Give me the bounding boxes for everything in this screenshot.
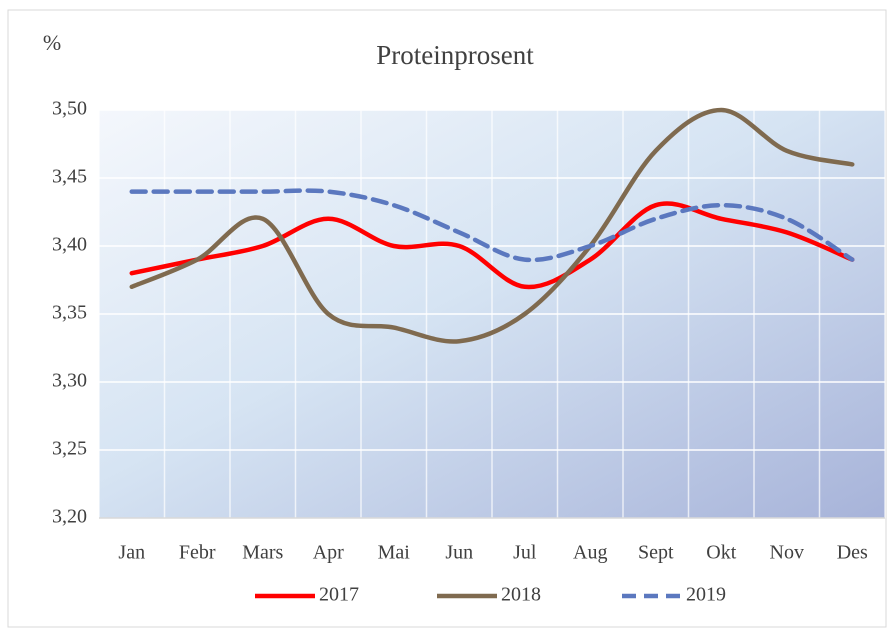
y-tick-label: 3,45 [52,166,87,188]
y-axis-label: % [43,30,61,55]
x-tick-label: Mars [242,542,283,564]
y-tick-label: 3,50 [52,98,87,120]
x-tick-label: Okt [706,542,736,564]
y-tick-label: 3,40 [52,234,87,256]
x-tick-label: Nov [770,542,804,564]
legend-label: 2018 [501,584,541,606]
series-line [129,201,855,290]
y-tick-label: 3,20 [52,506,87,528]
y-tick-label: 3,35 [52,302,87,324]
x-tick-label: Jul [513,542,537,564]
x-tick-label: Aug [573,542,607,564]
series-line [129,107,855,344]
x-tick-label: Sept [638,542,674,564]
x-tick-label: Apr [313,542,344,564]
y-tick-label: 3,30 [52,370,87,392]
y-tick-label: 3,25 [52,438,87,460]
series-line [129,188,855,263]
x-tick-label: Des [837,542,868,564]
x-tick-label: Jan [118,542,145,564]
chart-title: Proteinprosent [376,40,534,70]
x-tick-label: Jun [445,542,473,564]
x-tick-label: Mai [378,542,411,564]
x-tick-label: Febr [179,542,216,564]
legend-label: 2017 [319,584,359,606]
legend-label: 2019 [686,584,726,606]
